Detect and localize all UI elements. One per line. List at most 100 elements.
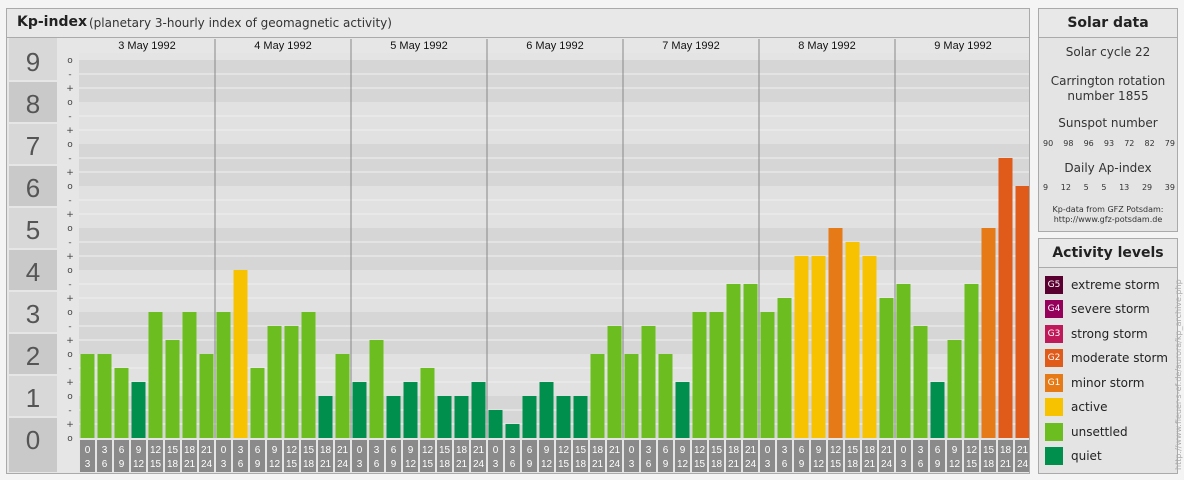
hour-cell xyxy=(233,440,248,472)
hour-end-label: 12 xyxy=(541,459,553,470)
hour-start-label: 18 xyxy=(1000,445,1012,456)
ap-value: 39 xyxy=(1164,183,1175,192)
chart-header: Kp-index (planetary 3-hourly index of ge… xyxy=(7,9,1029,38)
hour-cell xyxy=(182,440,197,472)
hour-end-label: 9 xyxy=(119,459,125,470)
hour-start-label: 0 xyxy=(85,445,91,456)
hour-end-label: 6 xyxy=(374,459,380,470)
hour-end-label: 15 xyxy=(966,459,978,470)
sunspot-value: 96 xyxy=(1083,139,1094,148)
hour-end-label: 24 xyxy=(337,459,349,470)
hour-start-label: 21 xyxy=(609,445,621,456)
y-subtick-label: o xyxy=(67,56,73,66)
chart-subtitle: (planetary 3-hourly index of geomagnetic… xyxy=(89,16,392,30)
y-subtick-label: - xyxy=(68,238,71,248)
level-label: moderate storm xyxy=(1071,351,1168,365)
level-swatch: G1 xyxy=(1045,374,1063,392)
kp-bar xyxy=(573,396,588,438)
kp-bar xyxy=(1015,186,1029,438)
watermark: http://www.fieuer-s-ef.de/aurora/kp_arch… xyxy=(1174,279,1183,470)
hour-end-label: 24 xyxy=(609,459,621,470)
y-subtick-label: + xyxy=(66,210,74,220)
kp-bar xyxy=(182,312,197,438)
y-tick-cell xyxy=(9,208,57,248)
hour-cell xyxy=(97,440,112,472)
y-subtick-label: - xyxy=(68,280,71,290)
hour-end-label: 9 xyxy=(391,459,397,470)
kp-bar xyxy=(522,396,537,438)
kp-bar xyxy=(488,409,503,438)
band xyxy=(79,228,1029,270)
ap-value: 9 xyxy=(1043,183,1049,192)
y-tick-label: 3 xyxy=(26,299,40,329)
hour-start-label: 3 xyxy=(238,445,244,456)
y-tick-cell xyxy=(9,292,57,332)
hour-cell xyxy=(998,440,1013,472)
hour-end-label: 21 xyxy=(184,459,196,470)
hour-start-label: 15 xyxy=(847,445,859,456)
y-tick-cell xyxy=(9,38,57,80)
y-subtick-label: - xyxy=(68,196,71,206)
hour-end-label: 9 xyxy=(935,459,941,470)
y-tick-label: 8 xyxy=(26,89,40,119)
kp-bar xyxy=(777,298,792,438)
hour-cell xyxy=(267,440,282,472)
hour-end-label: 18 xyxy=(303,459,315,470)
y-tick-label: 9 xyxy=(26,47,40,77)
hour-cell xyxy=(318,440,333,472)
level-g1: G1 minor storm xyxy=(1045,373,1144,393)
kp-bar xyxy=(811,256,826,438)
sunspot-values: 90 98 96 93 72 82 79 xyxy=(1043,139,1175,148)
band xyxy=(79,186,1029,228)
hour-cell xyxy=(1015,440,1029,472)
hour-end-label: 3 xyxy=(85,459,91,470)
sunspot-value: 79 xyxy=(1164,139,1175,148)
level-label: severe storm xyxy=(1071,302,1150,316)
hour-start-label: 0 xyxy=(629,445,635,456)
hour-cell xyxy=(641,440,656,472)
hour-cell xyxy=(743,440,758,472)
level-active: active xyxy=(1045,397,1107,417)
day-label: 6 May 1992 xyxy=(526,40,583,52)
hour-cell xyxy=(845,440,860,472)
level-label: extreme storm xyxy=(1071,278,1160,292)
kp-bar xyxy=(709,312,724,438)
hour-start-label: 9 xyxy=(272,445,278,456)
activity-levels-panel: Activity levels G5 extreme storm G4 seve… xyxy=(1038,238,1178,474)
hour-cell xyxy=(80,440,95,472)
day-label: 5 May 1992 xyxy=(390,40,447,52)
level-label: minor storm xyxy=(1071,376,1145,390)
hour-cell xyxy=(590,440,605,472)
hour-start-label: 12 xyxy=(830,445,842,456)
kp-bar xyxy=(981,228,996,438)
carrington-line-1: Carrington rotation xyxy=(1050,74,1166,88)
kp-bar xyxy=(284,325,299,438)
hour-end-label: 18 xyxy=(847,459,859,470)
hour-start-label: 12 xyxy=(422,445,434,456)
source-link[interactable]: http://www.gfz-potsdam.de xyxy=(1053,215,1163,224)
kp-bar xyxy=(369,340,384,438)
hour-cell xyxy=(692,440,707,472)
hour-end-label: 9 xyxy=(799,459,805,470)
kp-bar xyxy=(148,312,163,438)
hour-start-label: 6 xyxy=(663,445,669,456)
hour-end-label: 6 xyxy=(782,459,788,470)
hour-end-label: 24 xyxy=(1017,459,1029,470)
hour-start-label: 21 xyxy=(881,445,893,456)
hour-end-label: 6 xyxy=(646,459,652,470)
hour-end-label: 15 xyxy=(830,459,842,470)
kp-bar xyxy=(658,354,673,438)
hour-start-label: 6 xyxy=(799,445,805,456)
kp-bar xyxy=(862,256,877,438)
hour-start-label: 6 xyxy=(255,445,261,456)
kp-bar xyxy=(233,270,248,438)
day-header-bg xyxy=(79,37,1029,53)
hour-start-label: 9 xyxy=(544,445,550,456)
kp-bar xyxy=(641,325,656,438)
hour-end-label: 21 xyxy=(728,459,740,470)
hour-cell xyxy=(913,440,928,472)
kp-bar xyxy=(539,382,554,438)
hour-cell xyxy=(811,440,826,472)
y-subtick-label: - xyxy=(68,322,71,332)
kp-bar xyxy=(879,298,894,438)
